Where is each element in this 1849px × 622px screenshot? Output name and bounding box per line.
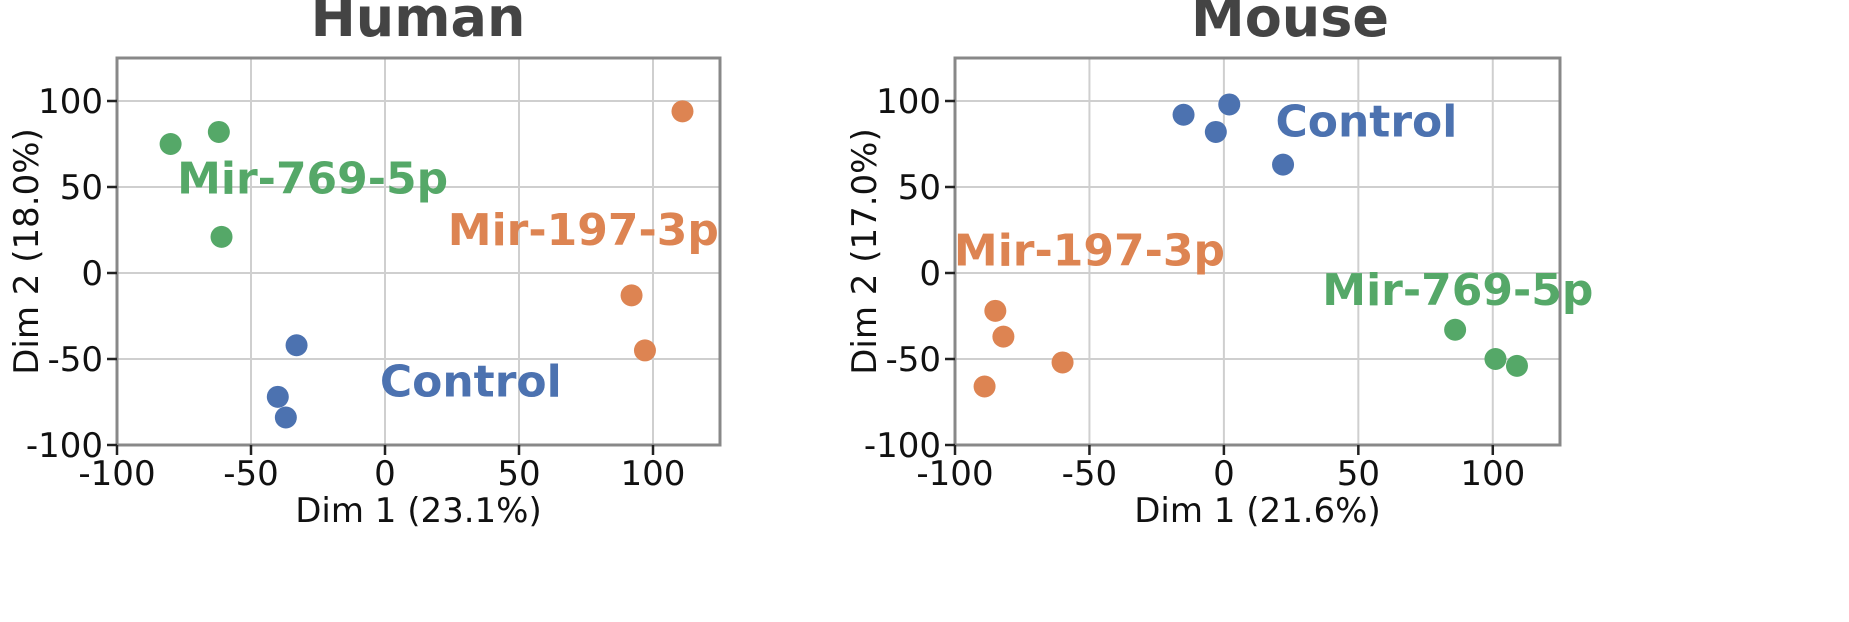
y-tick-label: -50 <box>885 340 941 380</box>
point-mir-769-5p <box>1505 354 1528 377</box>
x-tick-label: 0 <box>1213 454 1235 494</box>
x-tick-label: 50 <box>1337 454 1380 494</box>
point-control <box>1272 153 1295 176</box>
x-tick-label: 100 <box>1460 454 1525 494</box>
point-control <box>285 334 308 357</box>
plot-frame <box>953 56 1562 447</box>
x-axis-label: Dim 1 (23.1%) <box>295 491 542 531</box>
y-tick-label: 100 <box>876 82 941 122</box>
y-tick-label: -50 <box>47 340 103 380</box>
human-panel: -100 -50 0 50 100 -100 -50 0 50 100 Human Dim 1 (23… <box>7 0 722 531</box>
point-mir-197-3p <box>620 284 643 307</box>
x-tick-label: 0 <box>374 454 396 494</box>
y-tick-label: 0 <box>919 254 941 294</box>
x-tick-label: 100 <box>621 454 686 494</box>
x-tick-label: 50 <box>497 454 540 494</box>
series-label-mir-769-5p: Mir-769-5p <box>177 153 448 204</box>
y-axis-label: Dim 2 (18.0%) <box>7 128 47 375</box>
point-mir-197-3p <box>984 299 1007 322</box>
point-mir-769-5p <box>159 133 182 155</box>
point-mir-197-3p <box>973 375 996 398</box>
mouse-panel: -100 -50 0 50 100 -100 -50 0 50 100 Mouse Dim 1 (21… <box>845 0 1593 531</box>
y-tick-label: 0 <box>81 254 103 294</box>
point-mir-197-3p <box>992 325 1015 348</box>
x-tick-label: -100 <box>78 454 155 494</box>
series-label-mir-197-3p: Mir-197-3p <box>448 205 719 256</box>
y-tick-label: 100 <box>38 82 103 122</box>
x-axis-label: Dim 1 (21.6%) <box>1134 491 1381 531</box>
series-label-mir-769-5p: Mir-769-5p <box>1322 265 1593 316</box>
point-mir-769-5p <box>1484 348 1507 370</box>
y-tick-label: -100 <box>26 426 103 466</box>
plot-frame <box>115 56 722 447</box>
series-label-control: Control <box>380 356 562 407</box>
x-tick-label: -50 <box>223 454 279 494</box>
x-tick-label: -50 <box>1062 454 1118 494</box>
chart-title: Human <box>311 0 526 49</box>
point-mir-769-5p <box>210 225 233 248</box>
point-control <box>274 406 297 429</box>
point-mir-769-5p <box>207 120 230 143</box>
y-tick-label: 50 <box>60 168 103 208</box>
point-control <box>1172 103 1195 126</box>
point-control <box>1218 93 1241 116</box>
y-tick-label: -100 <box>864 426 941 466</box>
series-label-control: Control <box>1275 97 1457 148</box>
y-tick-label: 50 <box>898 168 941 208</box>
point-control <box>266 385 289 408</box>
point-mir-197-3p <box>633 339 656 362</box>
point-mir-197-3p <box>1051 351 1074 374</box>
x-tick-label: -100 <box>916 454 993 494</box>
point-mir-197-3p <box>671 100 694 123</box>
point-control <box>1204 120 1227 143</box>
chart-title: Mouse <box>1191 0 1389 49</box>
y-axis-label: Dim 2 (17.0%) <box>845 128 885 375</box>
series-label-mir-197-3p: Mir-197-3p <box>954 226 1225 277</box>
point-mir-769-5p <box>1444 318 1467 341</box>
